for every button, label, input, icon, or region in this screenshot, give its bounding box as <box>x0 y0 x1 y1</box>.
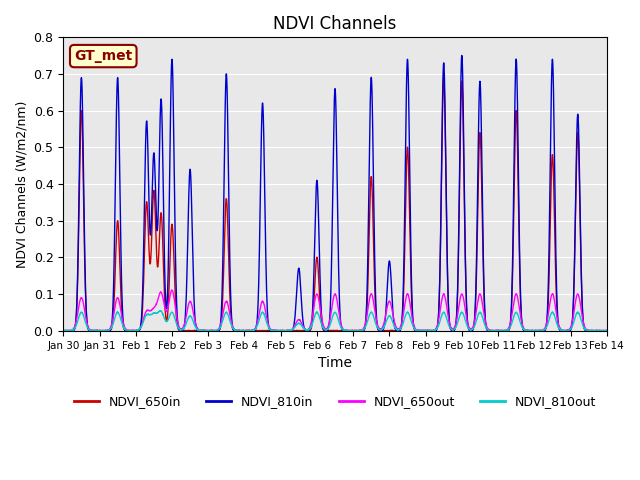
NDVI_650in <box>268 328 275 334</box>
NDVI_650in <box>603 328 611 334</box>
NDVI_810in <box>124 328 132 334</box>
NDVI_810out <box>268 327 275 333</box>
NDVI_810out <box>603 328 611 334</box>
NDVI_650out <box>550 297 558 302</box>
NDVI_810in <box>60 328 67 334</box>
Line: NDVI_650out: NDVI_650out <box>63 290 607 331</box>
NDVI_810out <box>550 312 558 318</box>
Title: NDVI Channels: NDVI Channels <box>273 15 397 33</box>
NDVI_810in <box>553 291 561 297</box>
NDVI_650out <box>124 327 132 333</box>
NDVI_650out <box>603 328 611 334</box>
NDVI_810out <box>60 328 67 334</box>
NDVI_650in <box>550 203 558 208</box>
Line: NDVI_650in: NDVI_650in <box>63 78 607 331</box>
NDVI_810out <box>156 308 164 313</box>
NDVI_810out <box>553 320 561 326</box>
NDVI_810in <box>458 53 466 59</box>
Line: NDVI_810out: NDVI_810out <box>63 311 607 331</box>
NDVI_810in <box>550 135 558 141</box>
NDVI_810out <box>275 328 283 334</box>
NDVI_650in <box>574 132 582 138</box>
NDVI_650in <box>60 328 67 334</box>
NDVI_650out <box>60 328 67 334</box>
NDVI_810out <box>400 319 408 325</box>
NDVI_650out <box>242 328 250 334</box>
NDVI_810in <box>574 114 582 120</box>
Line: NDVI_810in: NDVI_810in <box>63 56 607 331</box>
NDVI_650in <box>399 295 407 300</box>
NDVI_810in <box>399 284 407 290</box>
NDVI_650out <box>553 312 561 318</box>
Text: GT_met: GT_met <box>74 49 132 63</box>
NDVI_650in <box>440 75 447 81</box>
NDVI_650out <box>168 287 175 293</box>
X-axis label: Time: Time <box>318 356 352 370</box>
Y-axis label: NDVI Channels (W/m2/nm): NDVI Channels (W/m2/nm) <box>15 100 28 268</box>
NDVI_810in <box>268 328 275 334</box>
Legend: NDVI_650in, NDVI_810in, NDVI_650out, NDVI_810out: NDVI_650in, NDVI_810in, NDVI_650out, NDV… <box>68 390 601 413</box>
NDVI_650out <box>268 327 275 333</box>
NDVI_810out <box>574 310 582 315</box>
NDVI_650in <box>553 304 561 310</box>
NDVI_810in <box>603 328 611 334</box>
NDVI_650in <box>237 328 245 334</box>
NDVI_650out <box>400 310 408 316</box>
NDVI_810out <box>124 328 132 334</box>
NDVI_650out <box>574 291 582 297</box>
NDVI_650in <box>124 328 132 334</box>
NDVI_810in <box>495 328 502 334</box>
